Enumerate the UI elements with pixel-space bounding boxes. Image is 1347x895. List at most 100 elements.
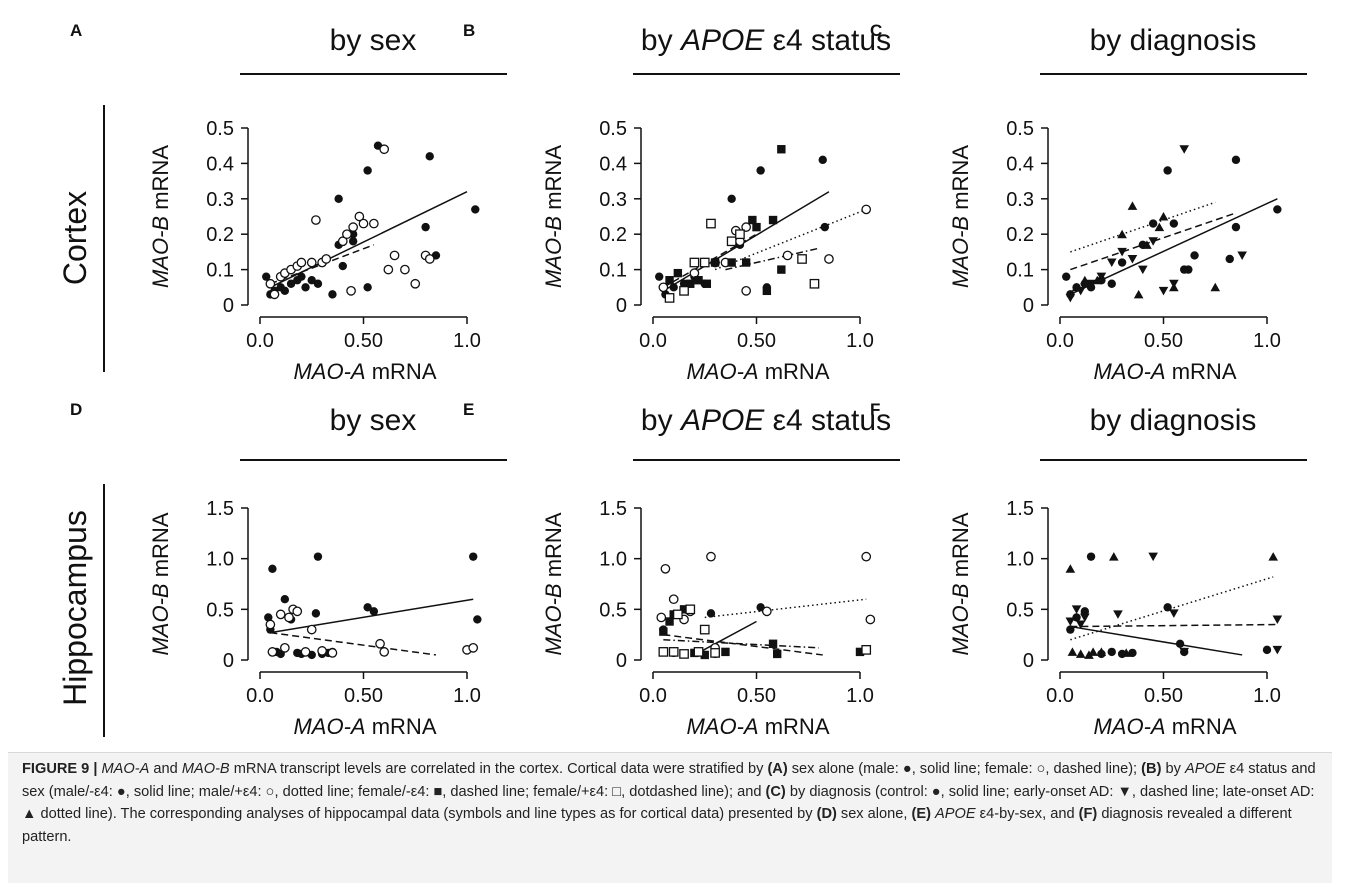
panel-letter: A (70, 21, 82, 40)
data-point-triangle-up (1127, 201, 1138, 210)
data-point-circle-filled (311, 609, 321, 618)
data-point-circle-open (379, 647, 390, 657)
panel-title: by APOE ε4 status (641, 404, 891, 437)
data-point-triangle-up (1096, 647, 1107, 656)
data-point-circle-filled (1169, 219, 1179, 228)
data-point-triangle-down (1065, 293, 1076, 303)
data-point-circle-open (342, 229, 352, 240)
data-point-triangle-up (1268, 552, 1279, 561)
data-point-triangle-up (1084, 650, 1094, 659)
data-point-square-open (797, 254, 807, 264)
fit-line-dotted (1070, 576, 1274, 641)
data-point-circle-filled (1231, 222, 1241, 232)
y-axis-label-unit: mRNA (541, 512, 566, 583)
data-point-triangle-down (1237, 251, 1247, 260)
data-point-triangle-down (1158, 286, 1169, 296)
x-axis-label-unit: mRNA (1166, 714, 1237, 739)
data-point-square-filled (710, 258, 720, 267)
data-point-triangle-down (1148, 552, 1158, 562)
data-point-square-filled (748, 215, 757, 225)
panel-title: by diagnosis (1090, 404, 1257, 437)
y-tick-label: 0.1 (206, 260, 234, 282)
data-point-square-filled (727, 258, 736, 267)
x-axis-label-unit: mRNA (759, 714, 830, 739)
panel-title-part: ε4 status (764, 24, 891, 57)
y-tick-label: 0 (1023, 295, 1034, 317)
data-point-circle-open (306, 624, 317, 635)
data-point-triangle-down (1075, 620, 1086, 630)
panel-title: by sex (330, 24, 417, 57)
data-point-square-filled (768, 639, 778, 648)
data-point-circle-open (300, 647, 311, 657)
data-point-square-filled (777, 265, 786, 274)
data-point-circle-filled (348, 237, 358, 246)
fit-line-solid (694, 620, 757, 656)
data-point-square-filled (700, 650, 709, 660)
caption-text: MAO-A (101, 761, 150, 777)
data-point-square-filled (721, 647, 730, 657)
data-point-circle-filled (727, 194, 736, 203)
data-point-triangle-down (1127, 254, 1138, 264)
x-axis-label: MAO-A mRNA (293, 359, 436, 384)
caption-panel-ref: (D) (816, 806, 837, 822)
caption-text: ε4 status and sex (male/-ε4: ●, solid li… (22, 761, 1316, 800)
data-point-circle-filled (1163, 166, 1172, 175)
fit-line-dashed (270, 631, 437, 656)
data-point-square-open (861, 645, 872, 655)
data-point-triangle-up (1133, 289, 1144, 299)
data-point-circle-open (348, 222, 358, 232)
data-point-circle-filled (369, 607, 379, 616)
panel-title-part: by diagnosis (1090, 404, 1257, 437)
data-point-circle-open (267, 647, 278, 657)
x-tick-label: 0.0 (639, 330, 667, 352)
data-point-square-open (679, 285, 689, 296)
data-point-circle-filled (1184, 265, 1193, 274)
data-point-circle-filled (706, 609, 716, 618)
y-tick-label: 0.2 (206, 224, 234, 246)
fit-line-dashed (663, 633, 823, 656)
row-label-hippocampus: Hippocampus (57, 510, 93, 706)
data-point-circle-filled (655, 272, 664, 281)
data-point-triangle-up (1158, 212, 1169, 221)
data-point-circle-filled (1175, 639, 1185, 648)
data-point-square-open (710, 648, 720, 658)
panel-title-part: by sex (330, 404, 417, 437)
x-axis-label: MAO-A mRNA (686, 359, 829, 384)
data-point-circle-open (658, 282, 669, 293)
data-point-circle-filled (363, 166, 372, 175)
y-tick-label: 0.2 (1006, 224, 1034, 246)
x-axis-label-gene: MAO-A (686, 359, 758, 384)
panel-title-gene: APOE (679, 404, 765, 437)
y-tick-label: 0 (616, 650, 627, 672)
y-axis-label-unit: mRNA (948, 145, 973, 216)
x-tick-label: 0.50 (344, 330, 383, 352)
data-point-square-filled (665, 617, 674, 626)
data-point-circle-filled (328, 290, 337, 299)
y-tick-label: 0 (223, 295, 234, 317)
data-point-triangle-down (1086, 279, 1096, 289)
data-point-circle-open (358, 218, 369, 229)
data-point-square-open (658, 647, 669, 657)
data-point-circle-filled (471, 205, 480, 214)
data-point-square-open (735, 229, 745, 240)
data-point-circle-filled (756, 166, 765, 175)
caption-panel-ref: (C) (765, 783, 786, 800)
panel-title-part: by sex (330, 24, 417, 57)
data-point-circle-open (782, 250, 793, 261)
data-point-circle-filled (421, 222, 430, 232)
y-tick-label: 0.3 (1006, 189, 1034, 211)
data-point-circle-open (337, 236, 348, 247)
data-point-circle-open (279, 642, 290, 653)
data-point-circle-filled (313, 552, 323, 561)
data-point-triangle-down (1272, 615, 1283, 624)
data-point-circle-open (706, 551, 716, 562)
x-axis-label-gene: MAO-A (686, 714, 758, 739)
data-point-circle-filled (1128, 648, 1137, 658)
data-point-circle-open (327, 648, 338, 658)
caption-figure-label: FIGURE 9 | (22, 761, 98, 777)
x-tick-label: 0.0 (1046, 685, 1074, 707)
y-axis-label-gene: MAO-B (948, 583, 973, 655)
caption-panel-ref: (F) (1078, 806, 1098, 822)
